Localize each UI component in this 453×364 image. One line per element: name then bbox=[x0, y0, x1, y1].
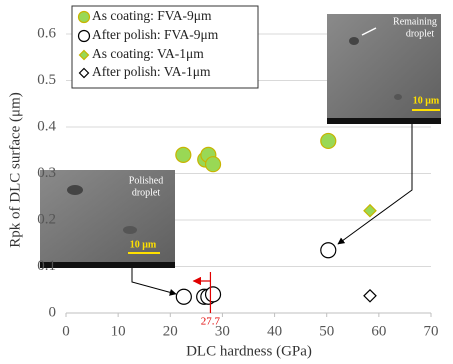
x-tick-label: 0 bbox=[62, 323, 70, 339]
inset-right: Remaining droplet 10 μm bbox=[327, 14, 441, 124]
arrow bbox=[337, 124, 413, 245]
inset-label: Polished bbox=[129, 175, 163, 186]
y-tick-label: 0.5 bbox=[37, 72, 56, 88]
point bbox=[204, 156, 222, 173]
legend-marker bbox=[77, 10, 91, 24]
point bbox=[204, 286, 222, 303]
x-tick-label: 20 bbox=[163, 323, 178, 339]
x-tick-label: 40 bbox=[267, 323, 282, 339]
point bbox=[363, 288, 377, 303]
legend-label: As coating: FVA-9μm bbox=[92, 8, 212, 23]
scale-label: 10 μm bbox=[130, 239, 157, 250]
y-tick-label: 0 bbox=[49, 304, 57, 320]
y-tick-label: 0.6 bbox=[37, 25, 56, 41]
inset-left: Polished droplet 10 μm bbox=[40, 170, 175, 268]
droplet bbox=[394, 94, 402, 100]
legend-box bbox=[71, 5, 259, 89]
pointer bbox=[361, 27, 377, 36]
y-tick-label: 0.2 bbox=[37, 211, 56, 227]
inset-label: droplet bbox=[132, 187, 161, 198]
point bbox=[320, 242, 337, 259]
x-tick-label: 50 bbox=[319, 323, 334, 339]
inset-image bbox=[40, 170, 175, 268]
reference-label: 27.7 bbox=[201, 316, 221, 328]
legend-marker bbox=[77, 29, 91, 43]
legend-label: After polish: FVA-9μm bbox=[92, 27, 219, 42]
y-axis-title: Rpk of DLC surface (μm) bbox=[7, 92, 23, 248]
x-tick-label: 10 bbox=[111, 323, 126, 339]
x-tick-label: 70 bbox=[424, 323, 439, 339]
legend-marker bbox=[78, 67, 90, 79]
point bbox=[320, 132, 337, 150]
x-tick-label: 60 bbox=[371, 323, 386, 339]
droplet bbox=[123, 226, 137, 234]
marks bbox=[175, 132, 377, 305]
legend-label: As coating: VA-1μm bbox=[92, 46, 204, 61]
inset-image bbox=[327, 14, 441, 124]
point bbox=[175, 146, 192, 163]
scale-label: 10 μm bbox=[413, 95, 440, 106]
point bbox=[363, 203, 377, 218]
inset-band bbox=[327, 118, 441, 124]
droplet bbox=[349, 37, 359, 45]
inset-label: Remaining bbox=[393, 16, 437, 27]
point bbox=[175, 288, 192, 305]
droplet bbox=[67, 185, 83, 195]
y-tick-label: 0.1 bbox=[37, 258, 56, 274]
x-tick-label: 30 bbox=[215, 323, 230, 339]
x-axis-title: DLC hardness (GPa) bbox=[186, 343, 312, 359]
legend-label: After polish: VA-1μm bbox=[92, 64, 211, 79]
y-tick-label: 0.4 bbox=[37, 118, 56, 134]
legend: As coating: FVA-9μm After polish: FVA-9μm… bbox=[77, 8, 219, 79]
legend-marker bbox=[78, 49, 90, 61]
inset-label: droplet bbox=[406, 28, 435, 39]
y-tick-label: 0.3 bbox=[37, 165, 56, 181]
inset-band bbox=[40, 262, 175, 268]
arrow bbox=[131, 268, 177, 296]
